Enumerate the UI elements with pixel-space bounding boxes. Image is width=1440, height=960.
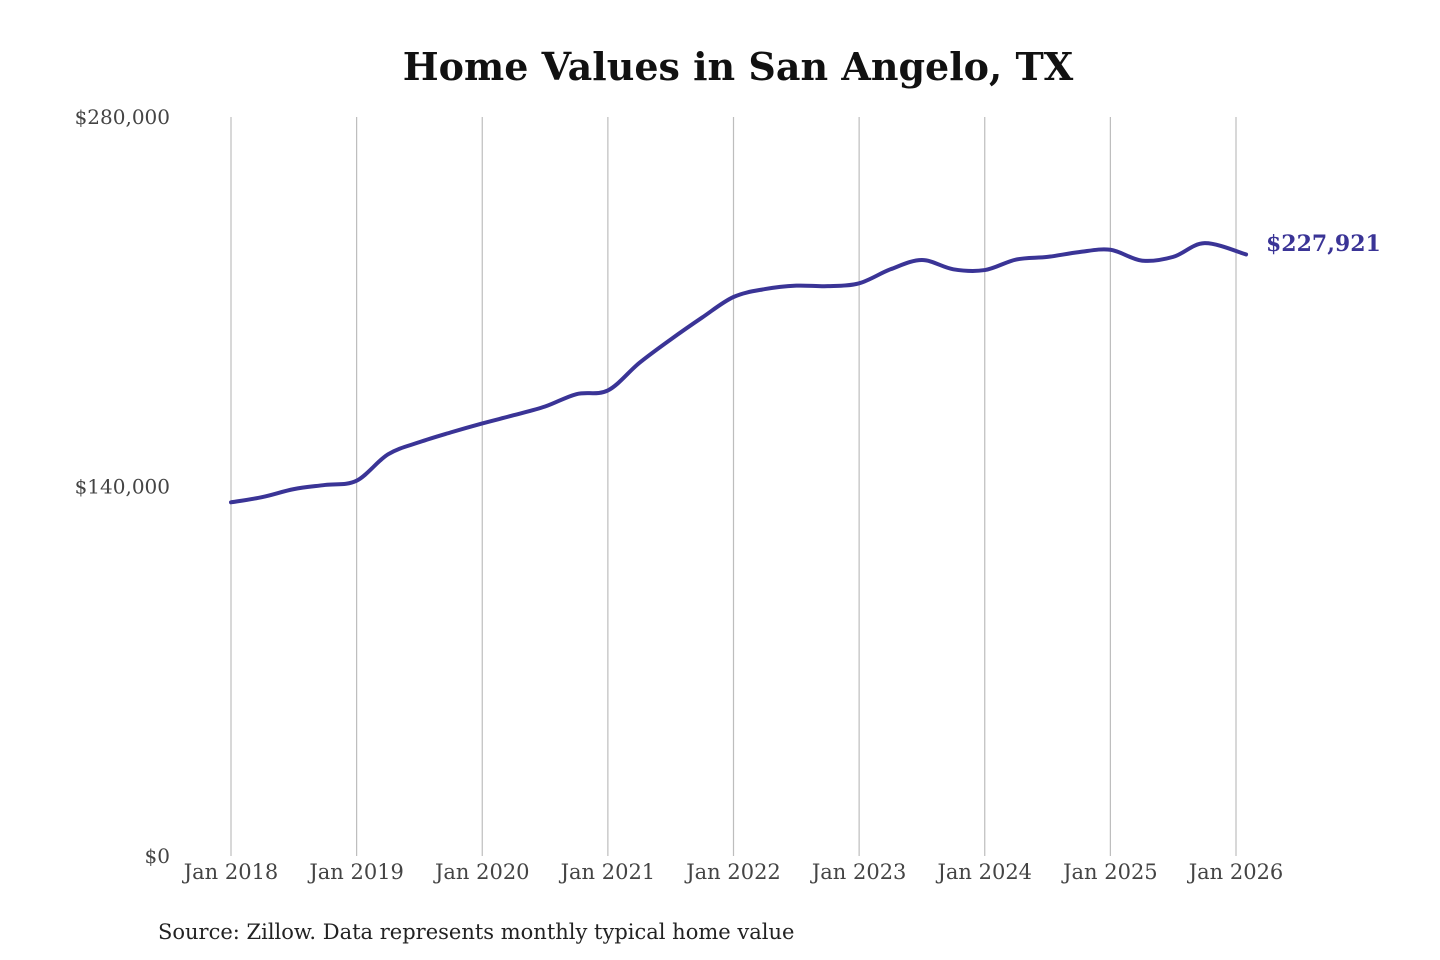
x-tick-label: Jan 2021 [559, 860, 656, 884]
y-tick-label: $280,000 [75, 105, 170, 129]
x-tick-label: Jan 2025 [1061, 860, 1158, 884]
y-tick-label: $0 [145, 844, 170, 868]
x-axis-ticks: Jan 2018 Jan 2019 Jan 2020 Jan 2021 Jan 2022… [182, 860, 1284, 884]
series-line [229, 241, 1249, 505]
end-value-label: $227,921 [1266, 231, 1381, 257]
x-tick-label: Jan 2024 [935, 860, 1032, 884]
x-tick-label: Jan 2026 [1187, 860, 1284, 884]
chart-title: Home Values in San Angelo, TX [403, 44, 1074, 89]
y-axis-ticks: $0 $140,000 $280,000 [75, 105, 170, 868]
series-group [229, 241, 1249, 505]
x-tick-label: Jan 2019 [307, 860, 404, 884]
y-tick-label: $140,000 [75, 475, 170, 499]
x-tick-label: Jan 2020 [433, 860, 530, 884]
x-tick-label: Jan 2022 [684, 860, 781, 884]
x-tick-label: Jan 2018 [182, 860, 279, 884]
x-tick-label: Jan 2023 [810, 860, 907, 884]
grid-lines [230, 117, 1237, 856]
source-note: Source: Zillow. Data represents monthly … [158, 920, 794, 944]
